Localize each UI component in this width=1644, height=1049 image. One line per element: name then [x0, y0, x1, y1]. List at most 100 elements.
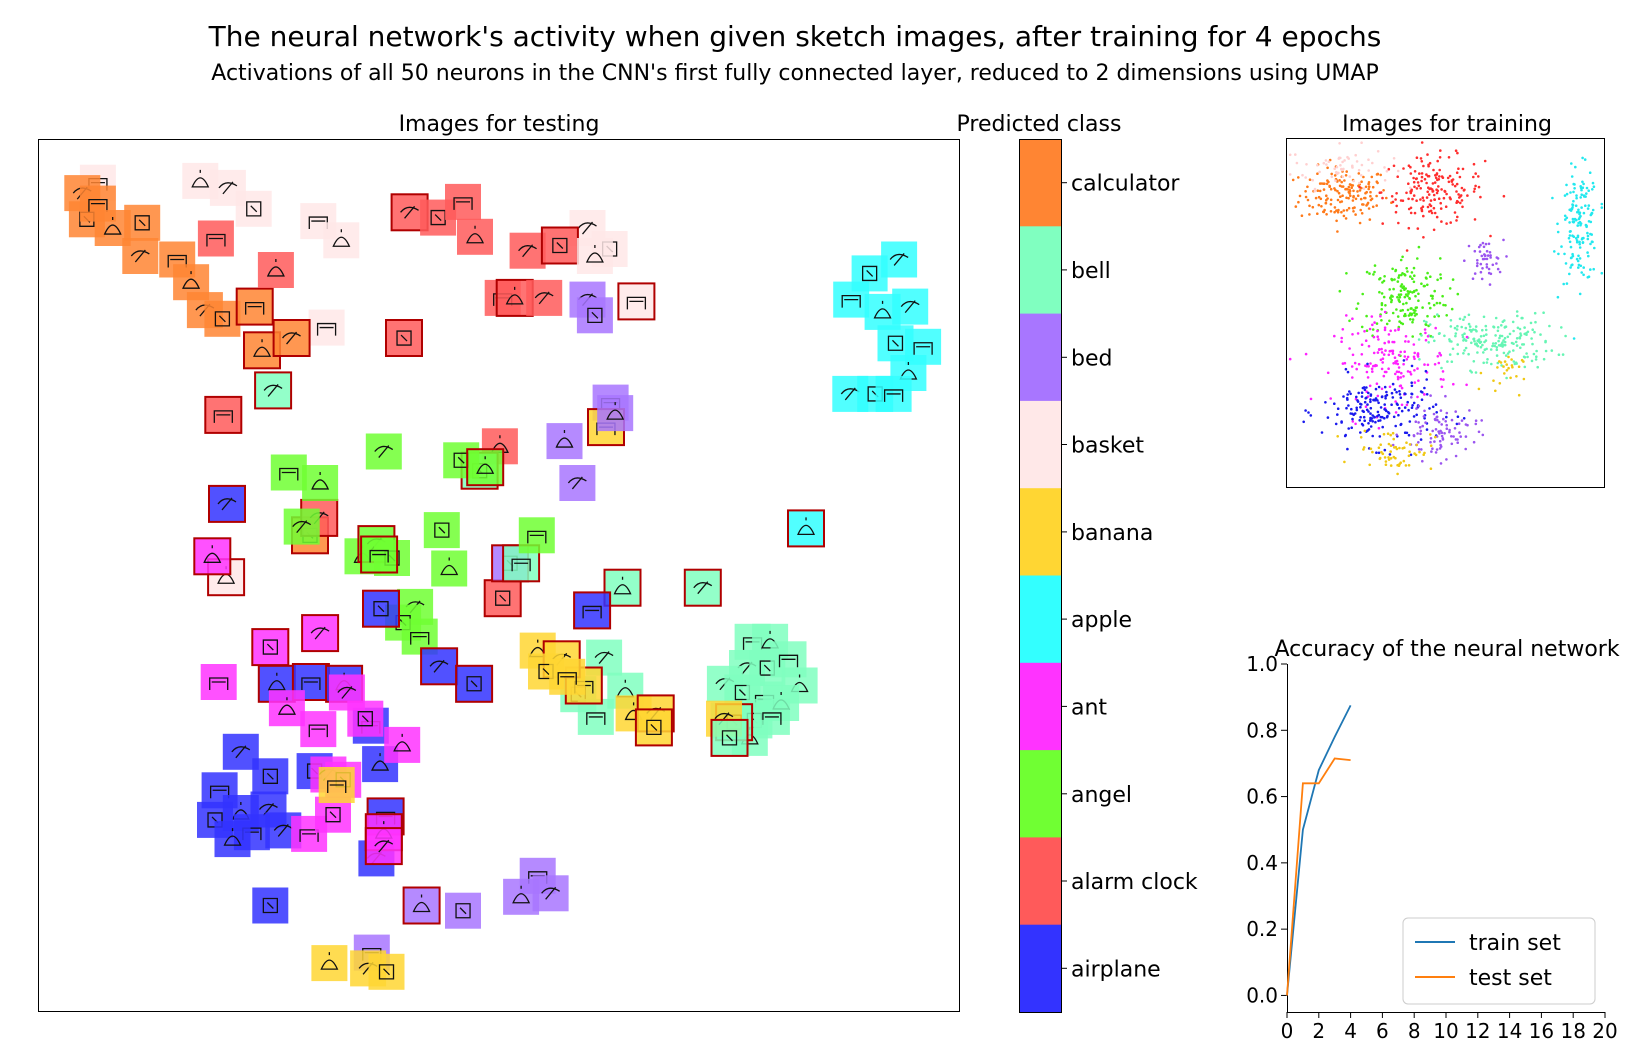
train-point [1403, 446, 1406, 450]
test-point [573, 591, 612, 630]
train-point [1380, 308, 1383, 311]
train-point [1351, 199, 1355, 202]
train-point [1482, 351, 1485, 354]
train-point [1355, 406, 1358, 410]
train-point [1577, 266, 1580, 269]
train-point [1500, 342, 1504, 346]
train-point [1381, 357, 1385, 361]
train-point [1480, 419, 1483, 422]
train-point [1325, 213, 1328, 216]
train-point [1496, 329, 1500, 333]
train-point [1391, 431, 1395, 435]
train-point [1405, 301, 1408, 305]
train-point [1363, 330, 1366, 333]
train-point [1488, 283, 1492, 286]
training-points [1288, 141, 1604, 476]
train-point [1298, 194, 1302, 198]
train-point [1333, 210, 1336, 214]
train-point [1442, 378, 1445, 381]
train-point [1589, 213, 1593, 217]
train-point [1429, 437, 1433, 440]
train-point [1467, 244, 1471, 248]
train-point [1393, 446, 1396, 449]
test-point [362, 589, 400, 628]
train-point [1396, 169, 1400, 173]
train-point [1320, 431, 1324, 434]
train-point [1349, 392, 1352, 396]
train-point [1383, 275, 1386, 278]
train-point [1383, 370, 1387, 374]
train-point [1362, 446, 1366, 449]
train-point [1358, 419, 1361, 422]
train-point [1401, 308, 1404, 312]
train-point [1473, 218, 1477, 221]
colorbar-swatch [1019, 924, 1061, 1013]
train-point [1426, 283, 1429, 287]
train-point [1429, 204, 1433, 208]
train-point [1581, 237, 1584, 240]
train-point [1408, 443, 1412, 446]
train-point [1440, 188, 1443, 191]
train-point [1383, 326, 1387, 330]
test-point [360, 535, 399, 574]
train-point [1410, 312, 1414, 316]
train-point [1556, 230, 1560, 234]
train-point [1427, 193, 1431, 196]
train-point [1440, 366, 1443, 370]
test-point [420, 647, 459, 686]
test-point [483, 579, 522, 618]
train-point [1389, 433, 1392, 437]
train-point [1400, 371, 1403, 375]
train-point [1360, 163, 1364, 167]
train-point [1464, 346, 1468, 350]
train-point [1473, 272, 1477, 275]
train-point [1346, 188, 1349, 191]
train-point [1417, 245, 1421, 249]
train-point [1413, 311, 1416, 315]
train-point [1398, 446, 1401, 450]
train-point [1407, 314, 1411, 317]
train-point [1409, 373, 1413, 376]
train-point [1579, 214, 1582, 218]
train-point [1429, 394, 1432, 397]
train-point [1336, 189, 1339, 193]
train-point [1377, 446, 1381, 450]
train-point [1474, 422, 1478, 426]
train-point [1350, 407, 1353, 411]
train-point [1476, 262, 1479, 265]
x-tick-label: 4 [1344, 1019, 1357, 1043]
train-point [1445, 222, 1448, 225]
train-point [1465, 335, 1469, 339]
train-point [1420, 141, 1424, 144]
train-point [1450, 179, 1454, 182]
train-point [1526, 355, 1529, 359]
train-point [1339, 195, 1342, 198]
train-point [1444, 394, 1447, 398]
train-point [1515, 337, 1519, 340]
train-point [1408, 370, 1412, 374]
train-point [1429, 444, 1433, 448]
train-point [1306, 198, 1310, 202]
train-point [1435, 301, 1439, 305]
train-point [1434, 403, 1438, 406]
train-point [1576, 259, 1580, 263]
train-point [1392, 362, 1395, 365]
train-point [1425, 196, 1429, 199]
train-point [1347, 190, 1351, 194]
train-point [1423, 284, 1426, 288]
train-point [1467, 322, 1471, 326]
train-point [1573, 183, 1576, 186]
train-point [1442, 303, 1445, 307]
train-point [1472, 175, 1475, 179]
train-point [1445, 411, 1449, 415]
train-point [1419, 429, 1423, 433]
train-point [1376, 329, 1379, 333]
train-point [1328, 185, 1331, 188]
train-point [1435, 411, 1438, 414]
train-point [1375, 180, 1379, 183]
train-point [1443, 334, 1446, 338]
train-point [1403, 295, 1407, 299]
train-point [1417, 292, 1420, 296]
colorbar-label: basket [1071, 434, 1144, 459]
train-point [1434, 428, 1438, 431]
